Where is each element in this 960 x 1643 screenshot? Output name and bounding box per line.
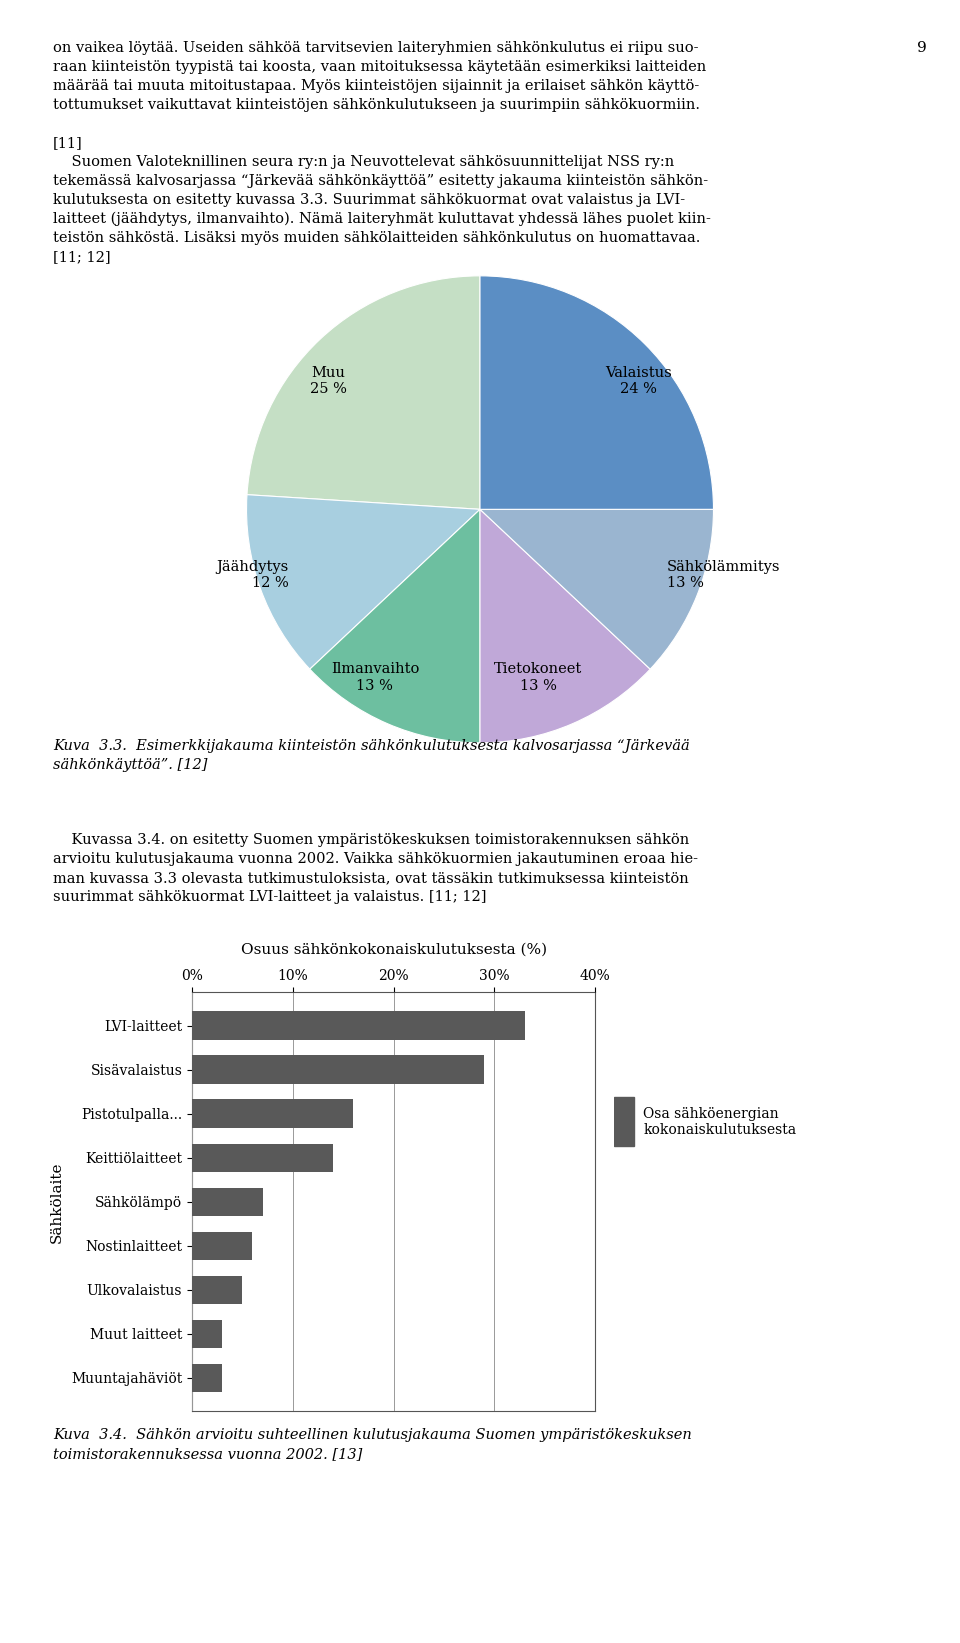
Text: 9: 9 [917, 41, 926, 56]
Text: Sähkölämmitys
13 %: Sähkölämmitys 13 % [667, 560, 780, 590]
Text: Kuvassa 3.4. on esitetty Suomen ympäristökeskuksen toimistorakennuksen sähkön
ar: Kuvassa 3.4. on esitetty Suomen ympärist… [53, 833, 698, 904]
Wedge shape [310, 509, 480, 743]
Bar [192, 1055, 485, 1084]
Text: Tietokoneet
13 %: Tietokoneet 13 % [494, 662, 583, 693]
Bar [192, 1144, 333, 1171]
Bar [192, 1232, 252, 1260]
Bar [192, 1099, 353, 1129]
Bar [614, 1098, 634, 1147]
Wedge shape [480, 509, 650, 743]
Text: Osa sähköenergian
kokonaiskulutuksesta: Osa sähköenergian kokonaiskulutuksesta [643, 1107, 797, 1137]
Text: Muu
25 %: Muu 25 % [310, 366, 347, 396]
Text: Jäähdytys
12 %: Jäähdytys 12 % [216, 560, 289, 590]
Wedge shape [480, 509, 713, 669]
Text: Ilmanvaihto
13 %: Ilmanvaihto 13 % [331, 662, 420, 693]
Wedge shape [247, 276, 480, 509]
Wedge shape [480, 276, 713, 509]
Y-axis label: Sähkölaite: Sähkölaite [50, 1162, 64, 1242]
Bar [192, 1364, 223, 1392]
Bar [192, 1012, 525, 1040]
Text: Kuva  3.4.  Sähkön arvioitu suhteellinen kulutusjakauma Suomen ympäristökeskukse: Kuva 3.4. Sähkön arvioitu suhteellinen k… [53, 1428, 691, 1461]
Title: Osuus sähkönkokonaiskulutuksesta (%): Osuus sähkönkokonaiskulutuksesta (%) [241, 943, 546, 956]
Text: Valaistus
24 %: Valaistus 24 % [606, 366, 672, 396]
Text: on vaikea löytää. Useiden sähköä tarvitsevien laiteryhmien sähkönkulutus ei riip: on vaikea löytää. Useiden sähköä tarvits… [53, 41, 710, 265]
Text: Kuva  3.3.  Esimerkkijakauma kiinteistön sähkönkulutuksesta kalvosarjassa “Järke: Kuva 3.3. Esimerkkijakauma kiinteistön s… [53, 739, 689, 772]
Bar [192, 1275, 242, 1305]
Bar [192, 1319, 223, 1349]
Bar [192, 1188, 263, 1216]
Wedge shape [247, 495, 480, 669]
